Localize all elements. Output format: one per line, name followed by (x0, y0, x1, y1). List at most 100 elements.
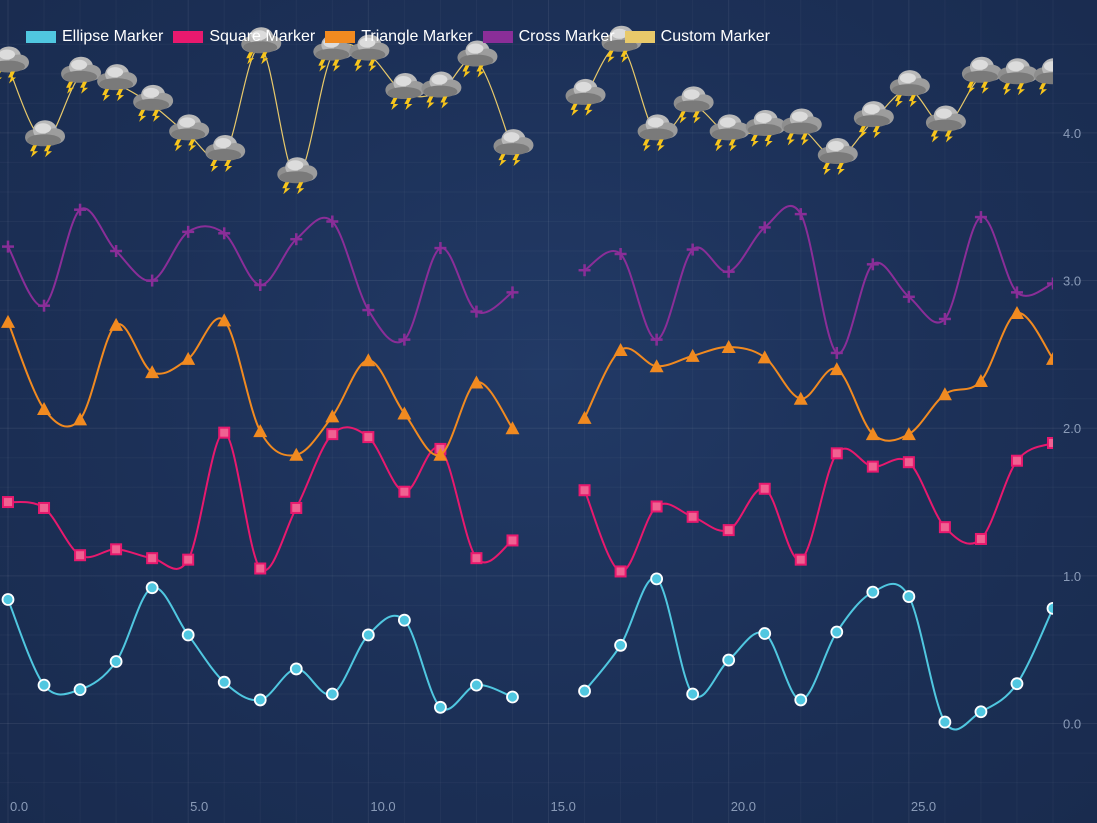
point-ellipse (253, 693, 267, 707)
point-cross (290, 233, 303, 246)
point-ellipse (578, 684, 591, 698)
storm-icon (97, 64, 138, 102)
point-ellipse (470, 678, 483, 692)
storm-icon (637, 114, 678, 152)
axis-labels: 0.0 5.0 10.0 15.0 20.0 25.0 0.0 1.0 2.0 3.0 4.0 (10, 126, 1081, 814)
y-tick-label: 1.0 (1063, 569, 1081, 584)
point-ellipse (145, 581, 159, 595)
point-square (686, 510, 699, 523)
point-triangle (469, 375, 484, 389)
point-cross (146, 274, 159, 287)
point-ellipse (686, 687, 700, 701)
y-tick-label: 3.0 (1063, 274, 1081, 289)
point-cross (722, 265, 735, 278)
legend-item-custom[interactable]: Custom Marker (624, 28, 770, 46)
storm-icon (457, 40, 498, 78)
storm-icon (0, 46, 29, 84)
storm-icon (889, 70, 930, 108)
point-triangle (829, 362, 844, 376)
series-line-cross (583, 205, 1053, 354)
point-square (650, 500, 663, 513)
point-triangle (613, 342, 628, 356)
legend-label-cross: Cross Marker (518, 28, 615, 45)
series-cross (2, 203, 1053, 359)
point-cross (506, 286, 519, 299)
legend-swatch-custom (624, 31, 655, 43)
point-cross (434, 242, 447, 255)
point-cross (794, 208, 807, 221)
point-square (830, 447, 843, 460)
point-square (902, 456, 915, 469)
point-ellipse (397, 613, 411, 627)
series-custom (0, 25, 1053, 195)
series-square (2, 426, 1053, 578)
legend-label-square: Square Marker (209, 28, 316, 45)
storm-icon (205, 135, 246, 173)
point-square (38, 501, 51, 514)
point-cross (1010, 286, 1023, 299)
point-triangle (253, 424, 268, 438)
legend-item-square[interactable]: Square Marker (173, 28, 315, 46)
point-cross (2, 240, 14, 253)
point-ellipse (1046, 601, 1053, 615)
series-line-triangle (583, 312, 1053, 442)
legend-item-ellipse[interactable]: Ellipse Marker (26, 28, 163, 46)
point-cross (1047, 277, 1053, 290)
y-tick-label: 2.0 (1063, 421, 1081, 436)
point-square (254, 562, 267, 575)
point-ellipse (361, 628, 375, 642)
point-ellipse (1, 593, 15, 606)
point-ellipse (614, 638, 627, 652)
point-square (218, 426, 231, 439)
point-square (1047, 436, 1053, 449)
legend-swatch-triangle (325, 31, 356, 43)
legend-item-triangle[interactable]: Triangle Marker (325, 28, 473, 46)
point-square (794, 553, 807, 566)
point-triangle (577, 410, 592, 424)
storm-icon (925, 105, 966, 143)
point-triangle (181, 351, 196, 365)
point-cross (218, 227, 231, 240)
point-square (866, 460, 879, 473)
point-cross (614, 247, 627, 260)
storm-icon (25, 120, 66, 158)
point-ellipse (37, 678, 51, 692)
point-cross (182, 225, 195, 238)
point-square (722, 524, 735, 537)
point-ellipse (289, 662, 303, 676)
point-square (362, 431, 375, 444)
storm-icon (61, 56, 102, 94)
point-cross (758, 221, 771, 234)
point-square (938, 521, 951, 534)
point-triangle (865, 427, 880, 441)
y-tick-label: 0.0 (1063, 717, 1081, 732)
point-ellipse (325, 687, 339, 701)
point-ellipse (109, 655, 123, 668)
point-cross (938, 312, 951, 325)
point-ellipse (217, 675, 231, 689)
point-triangle (325, 409, 340, 423)
point-square (470, 552, 483, 565)
storm-icon (565, 78, 606, 116)
point-square (398, 485, 411, 498)
point-triangle (793, 391, 808, 405)
series-layer (0, 25, 1053, 731)
point-triangle (901, 427, 916, 441)
point-square (614, 565, 627, 578)
point-cross (830, 346, 843, 359)
point-triangle (289, 447, 304, 461)
x-tick-label: 0.0 (10, 799, 28, 814)
point-cross (254, 278, 267, 291)
point-ellipse (938, 715, 952, 729)
x-tick-label: 20.0 (731, 799, 756, 814)
legend-label-triangle: Triangle Marker (361, 28, 473, 45)
point-square (506, 534, 519, 547)
point-triangle (1, 314, 15, 328)
x-tick-label: 15.0 (551, 799, 576, 814)
point-ellipse (758, 627, 772, 640)
point-cross (686, 243, 699, 256)
legend-item-cross[interactable]: Cross Marker (482, 28, 615, 46)
point-triangle (73, 412, 88, 426)
point-cross (398, 333, 411, 346)
